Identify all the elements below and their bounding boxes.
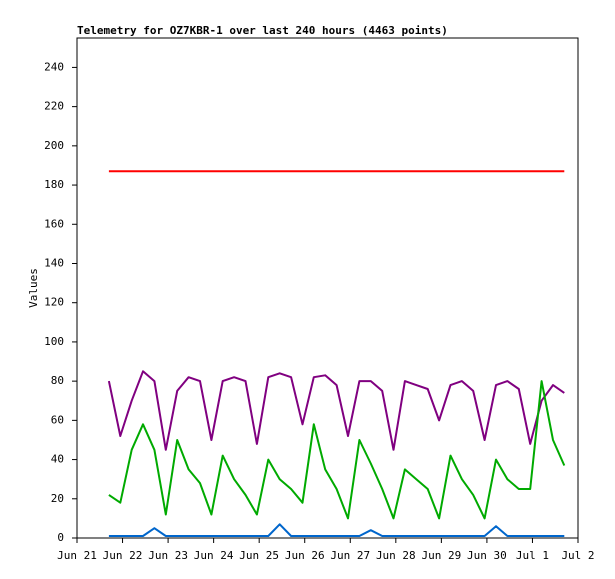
- x-tick-label: Jun 21: [57, 549, 97, 562]
- x-tick-label: Jun 27: [330, 549, 370, 562]
- y-tick-label: 240: [44, 60, 64, 73]
- y-tick-label: 100: [44, 335, 64, 348]
- x-tick-label: Jun 22: [103, 549, 143, 562]
- x-tick-label: Jun 29: [421, 549, 461, 562]
- chart-title: Telemetry for OZ7KBR-1 over last 240 hou…: [77, 24, 448, 37]
- series-line: [108, 380, 566, 520]
- y-tick-label: 60: [51, 413, 64, 426]
- series-line: [108, 523, 565, 537]
- x-tick-label: Jun 30: [467, 549, 507, 562]
- y-tick-label: 180: [44, 178, 64, 191]
- series-line: [107, 370, 565, 451]
- y-tick-label: 80: [51, 374, 64, 387]
- x-tick-label: Jul 2: [561, 549, 594, 562]
- y-tick-label: 40: [51, 453, 64, 466]
- x-tick-label: Jun 25: [239, 549, 279, 562]
- x-tick-label: Jun 28: [376, 549, 416, 562]
- x-tick-label: Jun 23: [148, 549, 188, 562]
- x-tick-label: Jun 26: [285, 549, 325, 562]
- y-tick-label: 0: [57, 531, 64, 544]
- plot-frame: [76, 37, 579, 539]
- y-tick-label: 20: [51, 492, 64, 505]
- y-tick-label: 120: [44, 296, 64, 309]
- x-tick-label: Jun 24: [194, 549, 234, 562]
- y-tick-label: 220: [44, 100, 64, 113]
- y-tick-label: 200: [44, 139, 64, 152]
- y-axis-label: Values: [27, 268, 40, 308]
- y-tick-label: 160: [44, 217, 64, 230]
- x-tick-label: Jul 1: [516, 549, 549, 562]
- y-tick-label: 140: [44, 256, 64, 269]
